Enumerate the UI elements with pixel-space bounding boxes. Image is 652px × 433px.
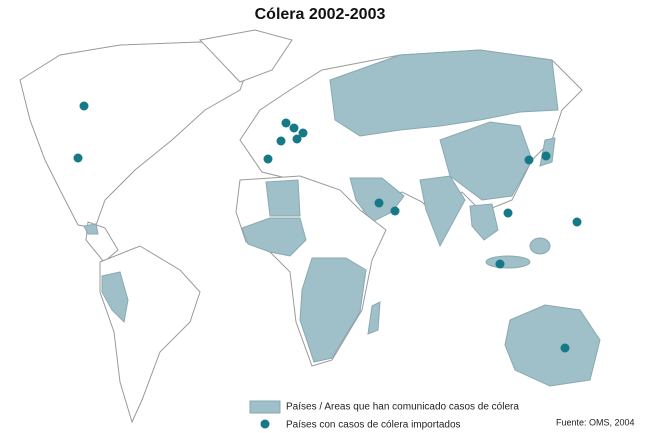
title: Cólera 2002-2003	[255, 6, 386, 23]
legend: Países / Areas que han comunicado casos …	[249, 400, 519, 431]
greenland	[198, 29, 293, 83]
borneo	[529, 237, 551, 255]
marker	[289, 123, 299, 133]
marker	[263, 154, 273, 164]
legend-label: Países / Areas que han comunicado casos …	[286, 402, 519, 413]
marker	[73, 153, 83, 163]
marker	[572, 217, 582, 227]
marker	[276, 136, 286, 146]
legend-label: Países con casos de cólera importados	[286, 420, 461, 431]
legend-swatch	[249, 400, 281, 414]
china	[439, 121, 533, 201]
southern-africa	[299, 257, 367, 363]
marker	[560, 343, 570, 353]
india	[419, 175, 466, 248]
guatemala-region	[83, 223, 99, 235]
marker	[298, 128, 308, 138]
marker	[503, 208, 513, 218]
marker	[524, 155, 534, 165]
west-africa	[241, 217, 307, 257]
indonesia	[485, 255, 531, 269]
madagascar	[367, 301, 381, 335]
marker	[292, 134, 302, 144]
marker	[541, 151, 551, 161]
legend-swatch	[260, 419, 270, 429]
marker	[79, 101, 89, 111]
marker	[390, 206, 400, 216]
algeria	[265, 179, 301, 217]
north-america	[19, 41, 256, 229]
australia	[504, 304, 601, 387]
marker	[281, 118, 291, 128]
source: Fuente: OMS, 2004	[556, 417, 635, 427]
marker	[374, 198, 384, 208]
continents	[19, 29, 601, 424]
marker	[495, 259, 505, 269]
import-markers	[73, 101, 582, 353]
south-america	[99, 245, 201, 424]
peru-region	[101, 271, 129, 324]
russia	[329, 49, 559, 137]
southeast-asia	[469, 203, 499, 241]
